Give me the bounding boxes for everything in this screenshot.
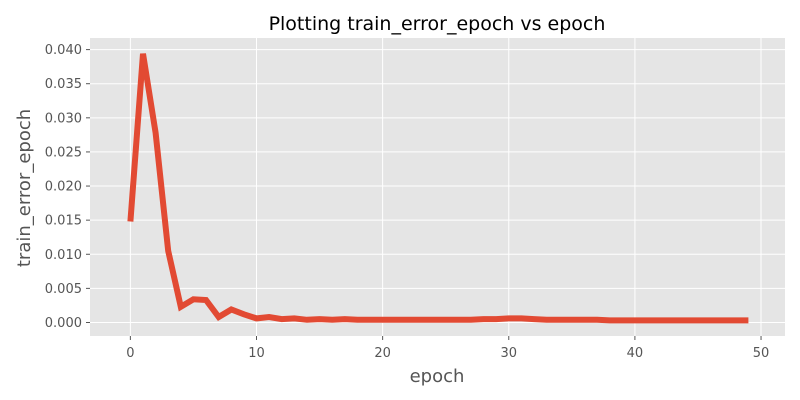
- y-tick-label: 0.015: [45, 214, 82, 229]
- y-tick-label: 0.025: [45, 145, 82, 160]
- y-tick-label: 0.000: [45, 316, 82, 331]
- chart-title: Plotting train_error_epoch vs epoch: [269, 13, 606, 35]
- y-tick-label: 0.005: [45, 282, 82, 297]
- y-tick-label: 0.010: [45, 248, 82, 263]
- y-axis-label: train_error_epoch: [14, 109, 35, 267]
- y-axis-ticks: 0.000 0.005 0.010 0.015 0.020 0.025 0.030 0.035…: [45, 43, 90, 331]
- y-tick-label: 0.040: [45, 43, 82, 58]
- x-tick-label: 10: [248, 346, 265, 361]
- x-axis-label: epoch: [410, 366, 465, 387]
- y-tick-label: 0.035: [45, 77, 82, 92]
- grid-lines: [90, 38, 785, 336]
- x-tick-label: 50: [753, 346, 770, 361]
- x-tick-label: 0: [126, 346, 134, 361]
- x-tick-label: 30: [500, 346, 517, 361]
- plot-area: [90, 38, 785, 336]
- x-tick-label: 20: [374, 346, 391, 361]
- y-tick-label: 0.020: [45, 180, 82, 195]
- series-layer: [127, 53, 749, 324]
- y-tick-label: 0.030: [45, 111, 82, 126]
- x-axis-ticks: 0 10 20 30 40 50: [126, 336, 769, 361]
- series-line: [127, 53, 749, 324]
- x-tick-label: 40: [627, 346, 644, 361]
